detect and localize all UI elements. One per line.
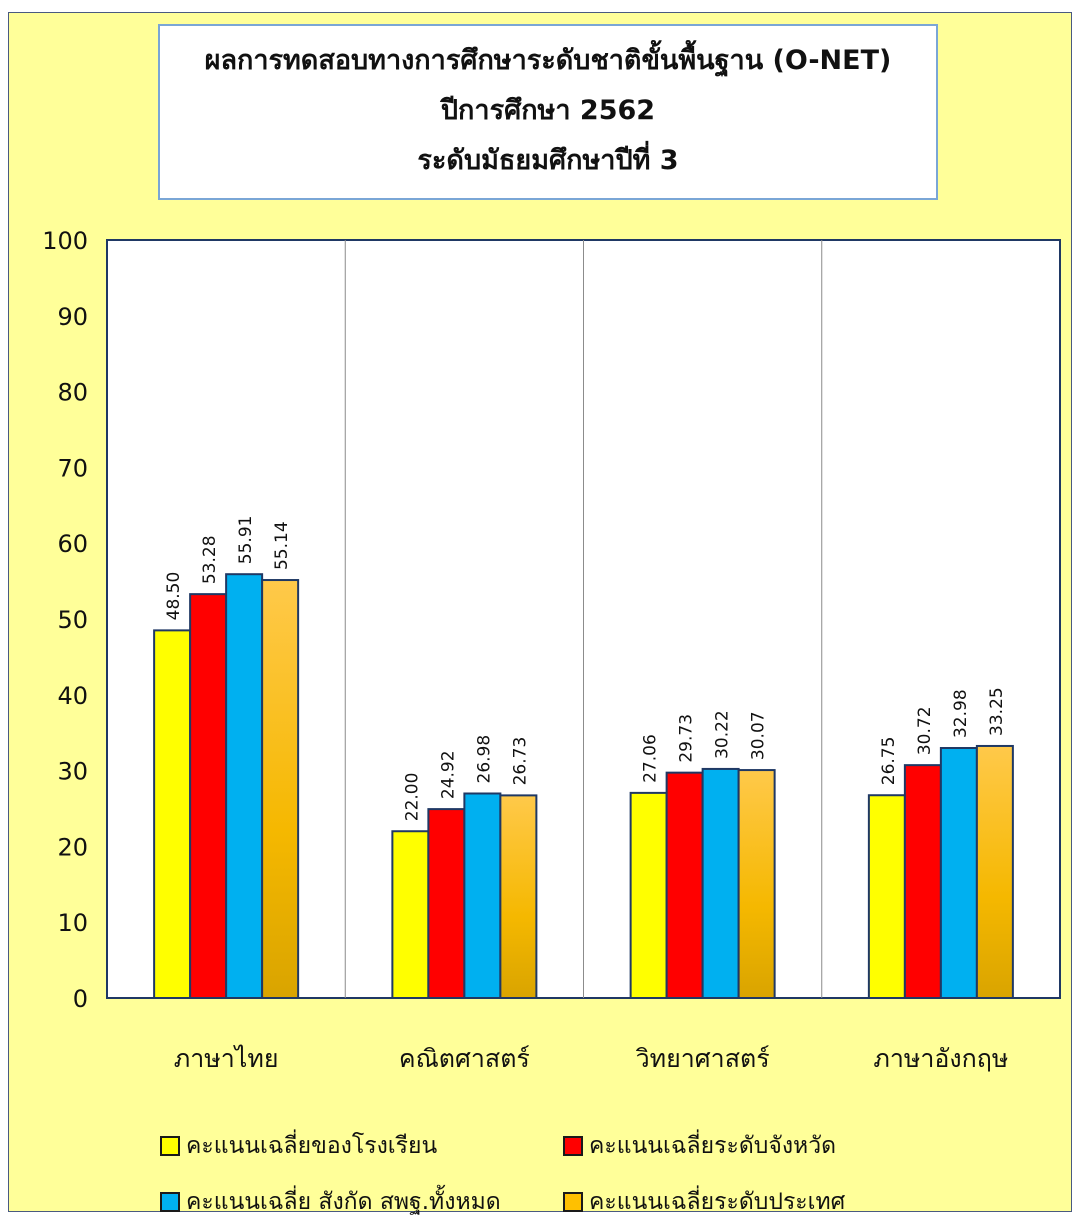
legend-item-obec: คะแนนเฉลี่ย สังกัด สพฐ.ทั้งหมด xyxy=(160,1184,501,1220)
y-tick-label: 100 xyxy=(42,227,88,255)
bar-2-2 xyxy=(427,808,466,999)
legend-item-national: คะแนนเฉลี่ยระดับประเทศ xyxy=(563,1184,845,1220)
data-label: 30.07 xyxy=(749,711,769,760)
y-tick-label: 20 xyxy=(57,833,88,861)
bar-1-4 xyxy=(867,794,906,999)
legend-item-school: คะแนนเฉลี่ยของโรงเรียน xyxy=(160,1128,437,1164)
data-label: 27.06 xyxy=(641,734,661,783)
data-label: 55.91 xyxy=(236,516,256,565)
chart-subtitle-year: ปีการศึกษา 2562 xyxy=(440,95,656,126)
data-label: 22.00 xyxy=(402,773,422,822)
chart-subtitle-level: ระดับมัธยมศึกษาปีที่ 3 xyxy=(417,145,679,176)
bar-4-2 xyxy=(499,794,538,999)
y-tick-label: 0 xyxy=(73,985,88,1013)
bar-4-4 xyxy=(975,744,1014,1000)
y-tick-label: 90 xyxy=(57,303,88,331)
data-label: 26.75 xyxy=(879,737,899,786)
bar-3-2 xyxy=(463,792,502,999)
bar-4-1 xyxy=(261,579,300,1000)
legend-label-province: คะแนนเฉลี่ยระดับจังหวัด xyxy=(589,1133,837,1159)
data-label: 48.50 xyxy=(164,572,184,621)
y-tick-label: 10 xyxy=(57,909,88,937)
data-label: 33.25 xyxy=(987,687,1007,736)
y-tick-label: 70 xyxy=(57,454,88,482)
category-label: ภาษาไทย xyxy=(174,1044,279,1073)
data-label: 32.98 xyxy=(951,689,971,738)
bar-2-3 xyxy=(665,771,704,999)
bar-2-1 xyxy=(189,593,228,999)
data-label: 30.72 xyxy=(915,706,935,755)
bar-1-2 xyxy=(391,830,430,999)
y-tick-label: 80 xyxy=(57,379,88,407)
data-label: 26.98 xyxy=(474,735,494,784)
y-tick-label: 50 xyxy=(57,606,88,634)
bar-4-3 xyxy=(737,769,776,999)
legend-swatch-obec xyxy=(160,1192,180,1212)
data-label: 30.22 xyxy=(713,710,733,759)
data-label: 24.92 xyxy=(438,750,458,799)
category-label: ภาษาอังกฤษ xyxy=(873,1044,1008,1073)
bar-2-4 xyxy=(903,764,942,999)
legend-swatch-national xyxy=(563,1192,583,1212)
data-label: 26.73 xyxy=(510,737,530,786)
chart-title: ผลการทดสอบทางการศึกษาระดับชาติขั้นพื้นฐา… xyxy=(204,45,892,76)
category-label: วิทยาศาสตร์ xyxy=(636,1044,770,1073)
category-label: คณิตศาสตร์ xyxy=(399,1044,530,1073)
data-label: 29.73 xyxy=(677,714,697,763)
y-tick-label: 60 xyxy=(57,530,88,558)
bar-1-1 xyxy=(153,629,192,999)
data-label: 53.28 xyxy=(200,535,220,584)
legend-label-school: คะแนนเฉลี่ยของโรงเรียน xyxy=(186,1133,438,1159)
legend-swatch-school xyxy=(160,1136,180,1156)
bar-3-3 xyxy=(701,767,740,999)
legend-label-obec: คะแนนเฉลี่ย สังกัด สพฐ.ทั้งหมด xyxy=(186,1189,501,1215)
bar-3-1 xyxy=(225,573,264,999)
legend-item-province: คะแนนเฉลี่ยระดับจังหวัด xyxy=(563,1128,836,1164)
bar-3-4 xyxy=(939,747,978,999)
data-label: 55.14 xyxy=(272,521,292,570)
legend-swatch-province xyxy=(563,1136,583,1156)
y-tick-label: 30 xyxy=(57,758,88,786)
chart-title-box: ผลการทดสอบทางการศึกษาระดับชาติขั้นพื้นฐา… xyxy=(158,24,938,200)
y-tick-label: 40 xyxy=(57,682,88,710)
bar-1-3 xyxy=(629,791,668,999)
legend-label-national: คะแนนเฉลี่ยระดับประเทศ xyxy=(589,1189,846,1215)
